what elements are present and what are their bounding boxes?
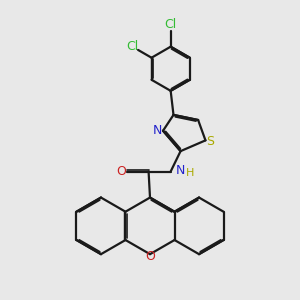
Text: O: O: [116, 165, 126, 178]
Text: N: N: [176, 164, 185, 177]
Text: H: H: [185, 168, 194, 178]
Text: O: O: [145, 250, 155, 263]
Text: Cl: Cl: [164, 18, 177, 32]
Text: N: N: [153, 124, 163, 137]
Text: Cl: Cl: [127, 40, 139, 53]
Text: S: S: [206, 135, 214, 148]
